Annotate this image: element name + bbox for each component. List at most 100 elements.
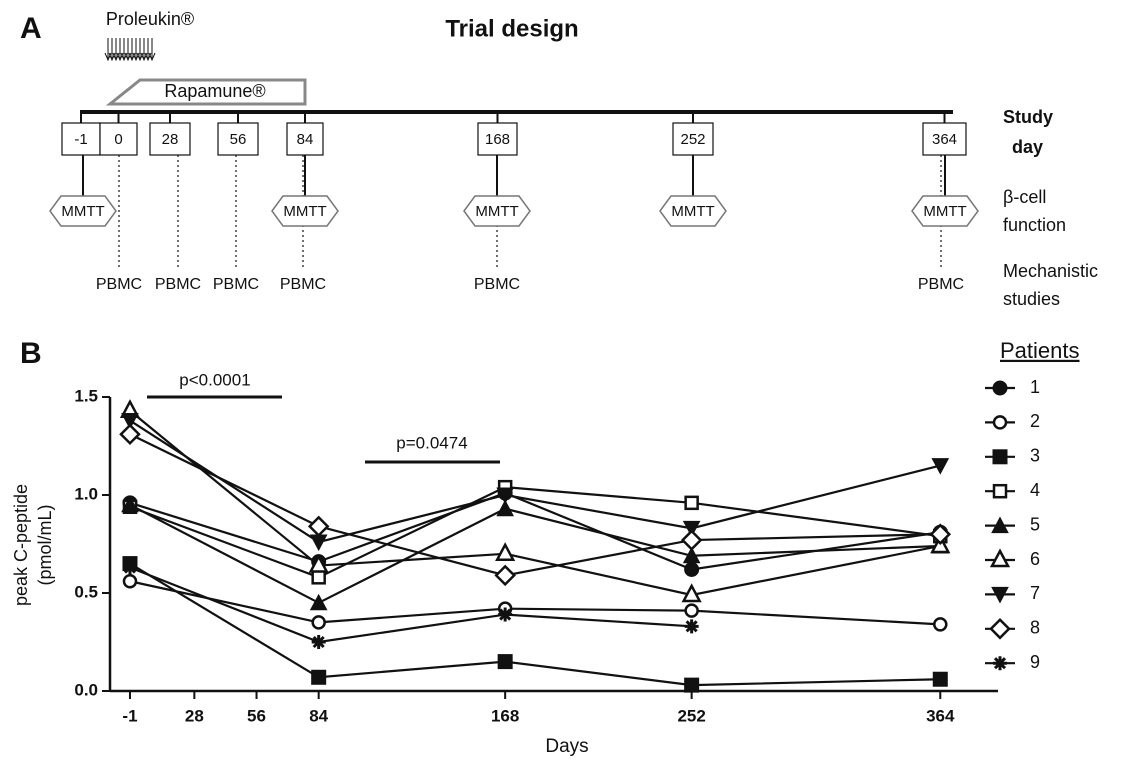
day-box — [99, 122, 138, 156]
panel-title: Trial design — [445, 15, 578, 42]
day-label: 28 — [162, 131, 179, 148]
pbmc-label: PBMC — [280, 276, 326, 293]
legend-marker — [992, 380, 1008, 396]
data-point — [497, 654, 513, 670]
data-point — [122, 573, 138, 589]
data-point — [311, 669, 327, 685]
data-point — [495, 542, 516, 562]
legend-marker — [992, 449, 1008, 465]
data-point — [311, 615, 326, 630]
mmtt-label: MMTT — [475, 203, 518, 220]
legend-marker — [991, 586, 1009, 604]
legend-label: 7 — [1030, 583, 1040, 603]
annotation: p<0.0001 — [179, 370, 250, 389]
pbmc-label: PBMC — [96, 276, 142, 293]
data-point — [309, 534, 328, 552]
drug-label: Rapamune® — [164, 81, 265, 101]
data-point — [933, 617, 948, 632]
data-point — [122, 560, 137, 575]
mmtt-shape — [271, 195, 339, 227]
mmtt-shape — [911, 195, 979, 227]
day-label: 168 — [485, 131, 510, 148]
mmtt-shape — [659, 195, 727, 227]
y-axis-label: (pmol/mL) — [35, 504, 55, 585]
legend-marker — [992, 483, 1008, 499]
data-point — [494, 564, 516, 587]
legend-label: 8 — [1030, 618, 1040, 638]
y-tick-label: 1.0 — [74, 484, 98, 503]
data-point — [681, 583, 702, 603]
legend-label: 4 — [1030, 480, 1040, 500]
data-point — [119, 423, 141, 446]
row-label: studies — [1003, 289, 1060, 309]
day-box — [149, 122, 191, 156]
data-point — [311, 570, 326, 585]
x-tick-label: 84 — [309, 706, 328, 725]
legend-label: 6 — [1030, 549, 1040, 569]
data-point — [121, 413, 139, 430]
row-label: day — [1012, 137, 1043, 157]
data-point — [682, 520, 701, 538]
data-point — [684, 495, 699, 511]
y-tick-label: 0.0 — [74, 680, 98, 699]
data-point — [680, 529, 703, 551]
day-label: 252 — [680, 131, 705, 148]
y-tick-label: 0.5 — [74, 582, 98, 601]
legend-marker — [992, 415, 1008, 430]
data-point — [684, 561, 700, 577]
pbmc-label: PBMC — [918, 276, 964, 293]
x-tick-label: 252 — [677, 706, 705, 725]
legend-marker — [991, 516, 1009, 534]
mmtt-label: MMTT — [923, 203, 966, 220]
series-line — [129, 566, 692, 644]
data-point — [307, 515, 330, 538]
y-tick-label: 1.5 — [74, 386, 98, 405]
series-line — [129, 419, 941, 544]
data-point — [929, 523, 952, 545]
day-label: 0 — [114, 131, 122, 148]
data-point — [932, 671, 948, 687]
series-line — [129, 491, 941, 571]
annotation: p=0.0474 — [396, 433, 467, 452]
data-point — [496, 487, 514, 505]
dose-arrowhead — [148, 52, 156, 62]
pbmc-label: PBMC — [155, 276, 201, 293]
data-point — [309, 593, 328, 611]
legend-label: 9 — [1030, 652, 1040, 672]
x-tick-label: 56 — [247, 706, 266, 725]
x-tick-label: 364 — [926, 706, 955, 725]
legend-marker — [989, 618, 1011, 640]
row-label: Mechanistic — [1003, 261, 1098, 281]
data-point — [121, 495, 139, 513]
mmtt-label: MMTT — [671, 203, 714, 220]
legend-marker — [989, 548, 1011, 568]
legend-label: 2 — [1030, 411, 1040, 431]
legend-marker — [993, 656, 1007, 671]
legend-title: Patients — [1000, 338, 1080, 363]
series-line — [129, 562, 941, 687]
x-axis-label: Days — [545, 736, 588, 757]
day-box — [217, 122, 259, 156]
day-label: 364 — [932, 131, 957, 148]
data-point — [684, 677, 700, 693]
data-point — [496, 499, 514, 517]
day-box — [672, 122, 714, 156]
mmtt-label: MMTT — [61, 203, 104, 220]
legend-label: 3 — [1030, 446, 1040, 466]
mmtt-shape — [463, 195, 531, 227]
data-point — [498, 607, 513, 622]
data-point — [684, 603, 699, 618]
day-box — [922, 122, 967, 156]
panel-label: A — [20, 12, 42, 45]
row-label: Study — [1003, 107, 1053, 127]
row-label: β-cell — [1003, 187, 1046, 207]
day-label: 84 — [297, 131, 314, 148]
legend-label: 1 — [1030, 377, 1040, 397]
row-label: function — [1003, 215, 1066, 235]
data-point — [684, 619, 699, 634]
pbmc-label: PBMC — [213, 276, 259, 293]
data-point — [931, 458, 950, 475]
data-point — [308, 553, 329, 573]
legend-label: 5 — [1030, 514, 1040, 534]
